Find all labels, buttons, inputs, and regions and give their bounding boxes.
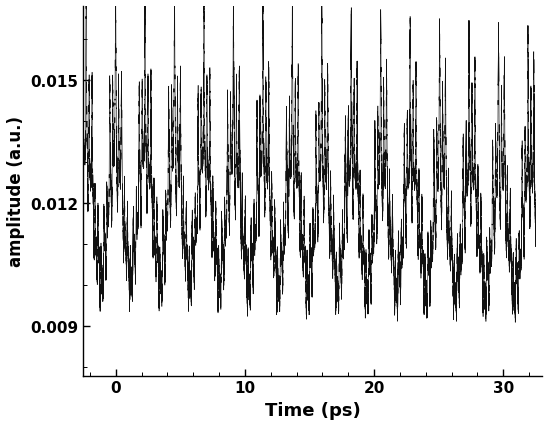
X-axis label: Time (ps): Time (ps) xyxy=(265,401,361,419)
Y-axis label: amplitude (a.u.): amplitude (a.u.) xyxy=(7,116,25,267)
